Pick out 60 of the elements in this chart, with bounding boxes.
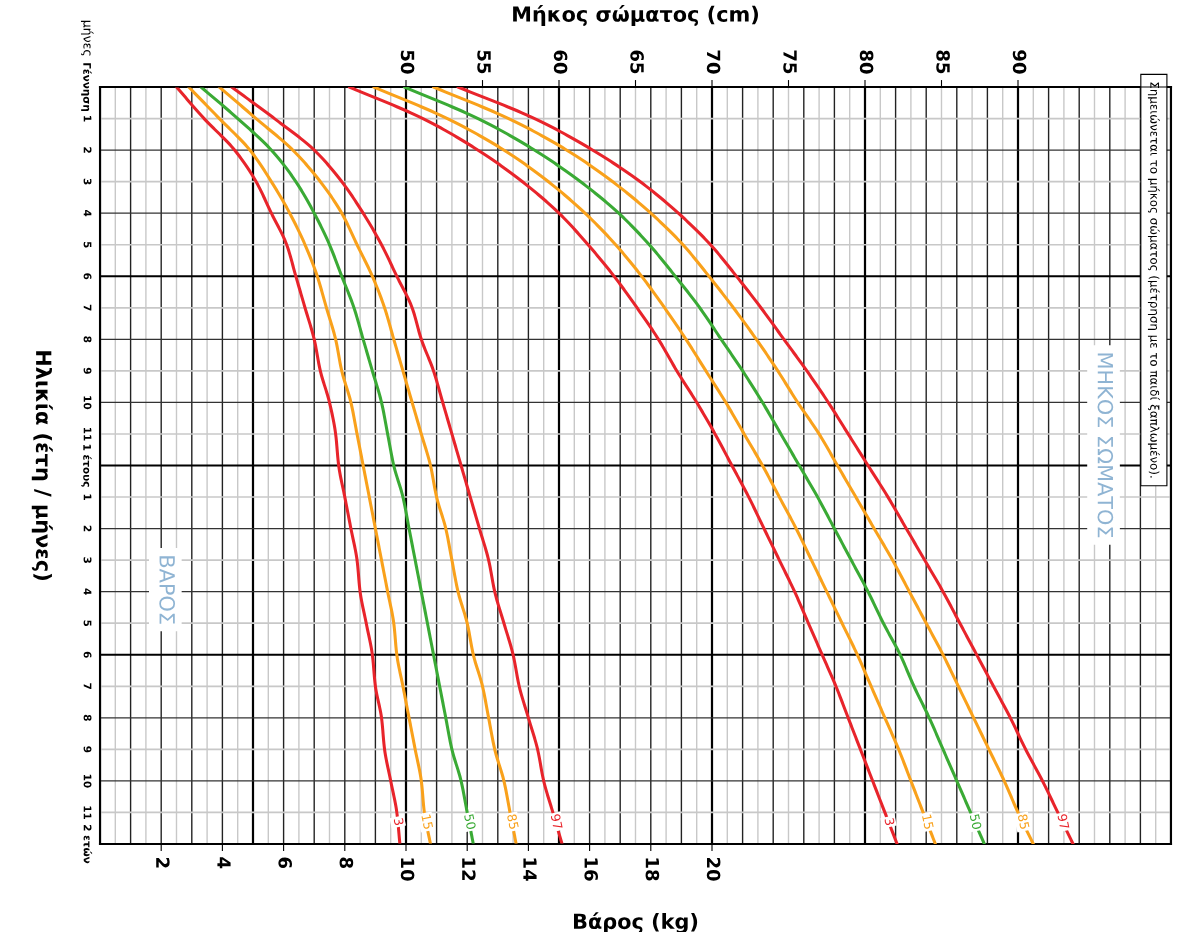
x-tick-label: 18 — [645, 858, 660, 881]
y-tick-label: 3 — [83, 178, 92, 185]
x2-tick-label: 90 — [1012, 50, 1027, 74]
x2-tick-label: 60 — [553, 50, 568, 74]
annotation: ΜΗΚΟΣ ΣΩΜΑΤΟΣ — [1097, 353, 1114, 538]
y-tick-label: 5 — [83, 241, 92, 248]
x2-tick-label: 65 — [630, 50, 644, 74]
y-tick-label: 4 — [83, 210, 92, 217]
text: 15 — [921, 814, 934, 830]
y-axis-title: Ηλικία (έτη / μήνες) — [31, 351, 53, 580]
x2-tick-label: 75 — [783, 50, 797, 74]
y-tick-label: 5 — [83, 620, 92, 627]
x-tick-label: 20 — [706, 857, 721, 881]
text: 85 — [506, 813, 519, 830]
text: 85 — [1017, 813, 1030, 830]
x-tick-label: 10 — [400, 858, 415, 881]
y-tick-label: 9 — [83, 367, 92, 374]
x-tick-label: 12 — [462, 858, 476, 881]
x2-tick-label: 85 — [936, 50, 950, 74]
y-tick-label: 8 — [83, 714, 92, 721]
y-tick-label: 9 — [83, 746, 92, 753]
x-tick-label: 14 — [523, 858, 537, 881]
y-tick-label: 7 — [83, 304, 92, 311]
y-tick-label: 2 — [83, 525, 92, 532]
y-tick-label: 6 — [83, 651, 92, 658]
x-tick-label: 4 — [217, 857, 231, 869]
y-tick-label: 1 — [83, 116, 92, 122]
y-tick-label: 6 — [83, 273, 92, 280]
y-tick-label: 3 — [83, 557, 92, 563]
text: 3 — [884, 817, 895, 826]
x-tick-label: 16 — [584, 858, 598, 881]
y-tick-label: 8 — [83, 336, 92, 343]
y-tick-label: 7 — [83, 683, 92, 690]
x2-tick-label: 55 — [477, 50, 491, 74]
y-tick-label: 1 έτους — [81, 444, 92, 487]
text: μήνες — [80, 20, 94, 56]
text: 15 — [421, 814, 434, 830]
text: 97 — [1057, 813, 1070, 830]
y-tick-label: 10 — [83, 396, 92, 410]
x-tick-label: 2 — [156, 857, 170, 868]
text: 3 — [393, 817, 405, 826]
y-tick-label: 11 — [83, 806, 92, 819]
x-tick-label: 8 — [339, 857, 354, 868]
text: 50 — [969, 813, 982, 830]
y-tick-label: 2 ετών — [83, 825, 93, 864]
x2-axis-title: Μήκος σώματος (cm) — [513, 4, 758, 26]
x2-tick-label: 50 — [400, 50, 415, 74]
x2-tick-label: 70 — [706, 50, 721, 74]
y-tick-label: Γέννηση — [81, 63, 92, 111]
y-tick-label: 11 — [83, 427, 92, 441]
annotation: Σημειώνεται το μήκος σώματος (μέτρηση με το παιδί ξαπλωμένο). — [1147, 82, 1160, 478]
y-tick-label: 2 — [83, 147, 92, 153]
y-tick-label: 4 — [83, 588, 92, 595]
y-tick-label: 1 — [83, 494, 92, 500]
text: 50 — [464, 813, 477, 830]
x2-tick-label: 80 — [859, 50, 874, 74]
x-tick-label: 6 — [278, 857, 292, 869]
text: 97 — [550, 813, 563, 830]
annotation: ΒΑΡΟΣ — [159, 556, 176, 624]
y-tick-label: 10 — [83, 774, 92, 788]
